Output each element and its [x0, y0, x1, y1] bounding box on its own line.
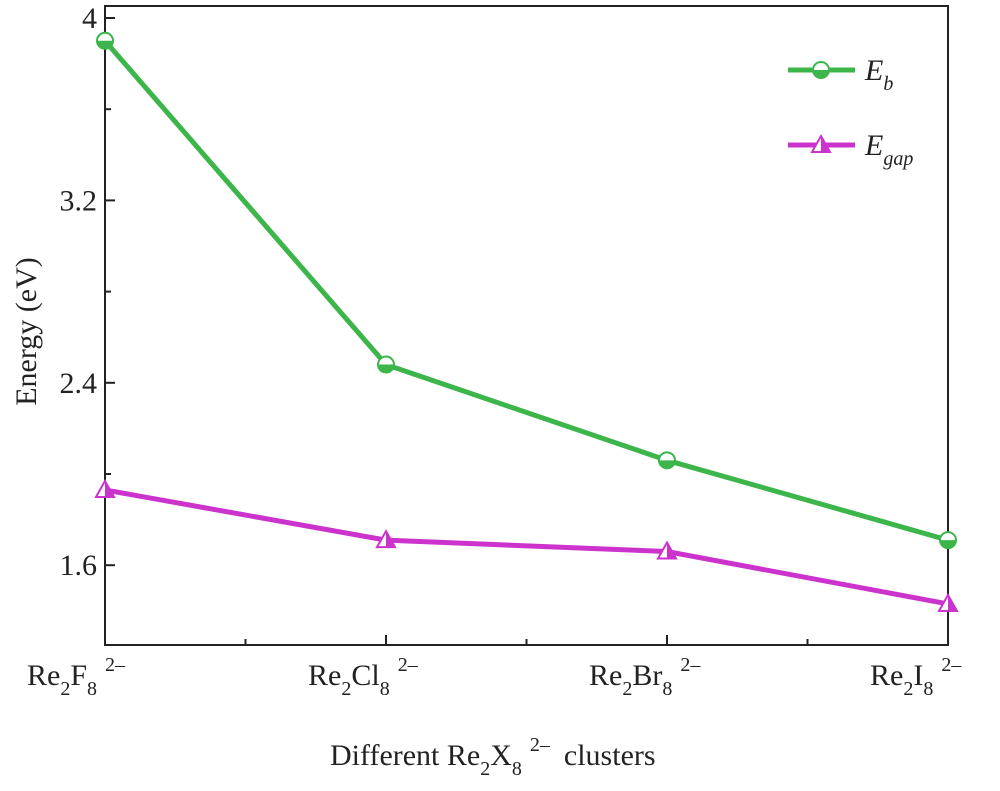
text-part: E [864, 54, 883, 87]
legend-label: Eb [864, 54, 893, 95]
marker-fill [948, 594, 957, 611]
x-tick-label: Re2Br8 2– [589, 654, 701, 700]
text-part: 2– [680, 654, 701, 676]
text-part: gap [883, 148, 913, 170]
marker-fill [386, 531, 395, 548]
marker-fill [667, 542, 676, 559]
text-part: 2– [941, 654, 962, 676]
text-part: E [864, 129, 883, 162]
marker-fill [659, 460, 675, 469]
y-tick-label: 2.4 [60, 367, 98, 400]
text-part: 8 [923, 678, 933, 700]
marker-fill [813, 70, 829, 78]
y-axis-label: Energy (eV) [10, 257, 43, 406]
text-part: Different Re [330, 739, 480, 772]
x-axis-label: Different Re2X8 2– clusters [330, 734, 656, 780]
text-part: 2 [480, 758, 490, 780]
text-part: Re [589, 659, 622, 692]
text-part: 2 [622, 678, 632, 700]
text-part: Br [632, 659, 662, 692]
y-tick-label: 4 [82, 2, 97, 35]
line [103, 39, 949, 543]
text-part: 8 [512, 758, 522, 780]
text-part: 8 [380, 678, 390, 700]
text-part: 2– [105, 654, 126, 676]
text-part: b [883, 73, 893, 95]
text-part: Re [308, 659, 341, 692]
text-part: Re [27, 659, 60, 692]
text-part: I [913, 659, 923, 692]
marker-fill [97, 40, 113, 49]
x-tick-label: Re2Cl8 2– [308, 654, 419, 700]
text-part: clusters [564, 739, 656, 772]
text-part: 2 [903, 678, 913, 700]
x-tick-label: Re2I8 2– [870, 654, 962, 700]
text-part: 8 [87, 678, 97, 700]
text-part: X [490, 739, 512, 772]
text-part: Re [870, 659, 903, 692]
marker-fill [378, 364, 394, 373]
plot-frame [104, 5, 949, 646]
text-part: 2– [398, 654, 419, 676]
text-part: 8 [662, 678, 672, 700]
legend-label: Egap [864, 129, 913, 170]
marker-fill [821, 136, 830, 152]
marker-fill [105, 480, 114, 497]
text-part: F [70, 659, 87, 692]
text-part: 2 [341, 678, 351, 700]
text-part: 2 [60, 678, 70, 700]
x-tick-label: Re2F8 2– [27, 654, 126, 700]
text-part: 2– [530, 734, 551, 756]
marker-fill [940, 540, 956, 549]
text-part: Cl [351, 659, 379, 692]
line [104, 487, 949, 607]
y-tick-label: 3.2 [60, 184, 98, 217]
y-tick-label: 1.6 [60, 549, 98, 582]
